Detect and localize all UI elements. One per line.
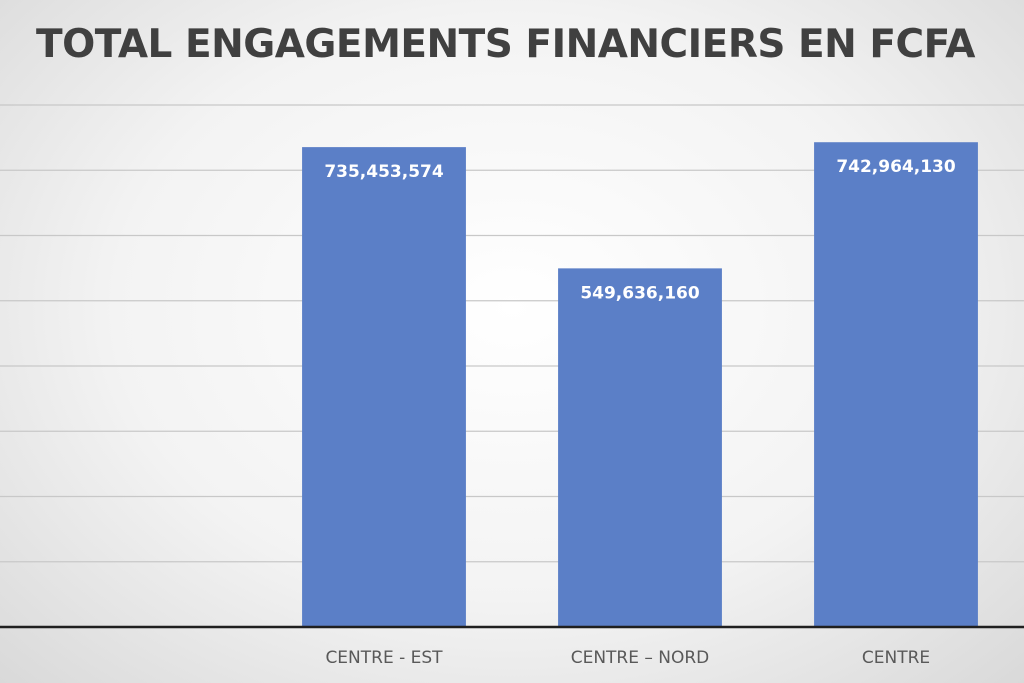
data-label: 742,964,130 (836, 157, 956, 177)
bar-1 (302, 147, 466, 627)
chart-title: TOTAL ENGAGEMENTS FINANCIERS EN FCFA (36, 22, 976, 67)
data-label: 735,453,574 (324, 162, 444, 182)
bar-3 (814, 142, 978, 627)
x-tick-label: CENTRE – NORD (571, 648, 710, 668)
bars (302, 142, 978, 627)
x-tick-label: CENTRE - EST (325, 648, 443, 668)
x-tick-labels: CENTRE - EST CENTRE – NORD CENTRE (325, 648, 930, 668)
x-tick-label: CENTRE (862, 648, 930, 668)
data-labels: 735,453,574 549,636,160 742,964,130 (324, 157, 956, 303)
data-label: 549,636,160 (580, 283, 700, 303)
bar-2 (558, 268, 722, 627)
